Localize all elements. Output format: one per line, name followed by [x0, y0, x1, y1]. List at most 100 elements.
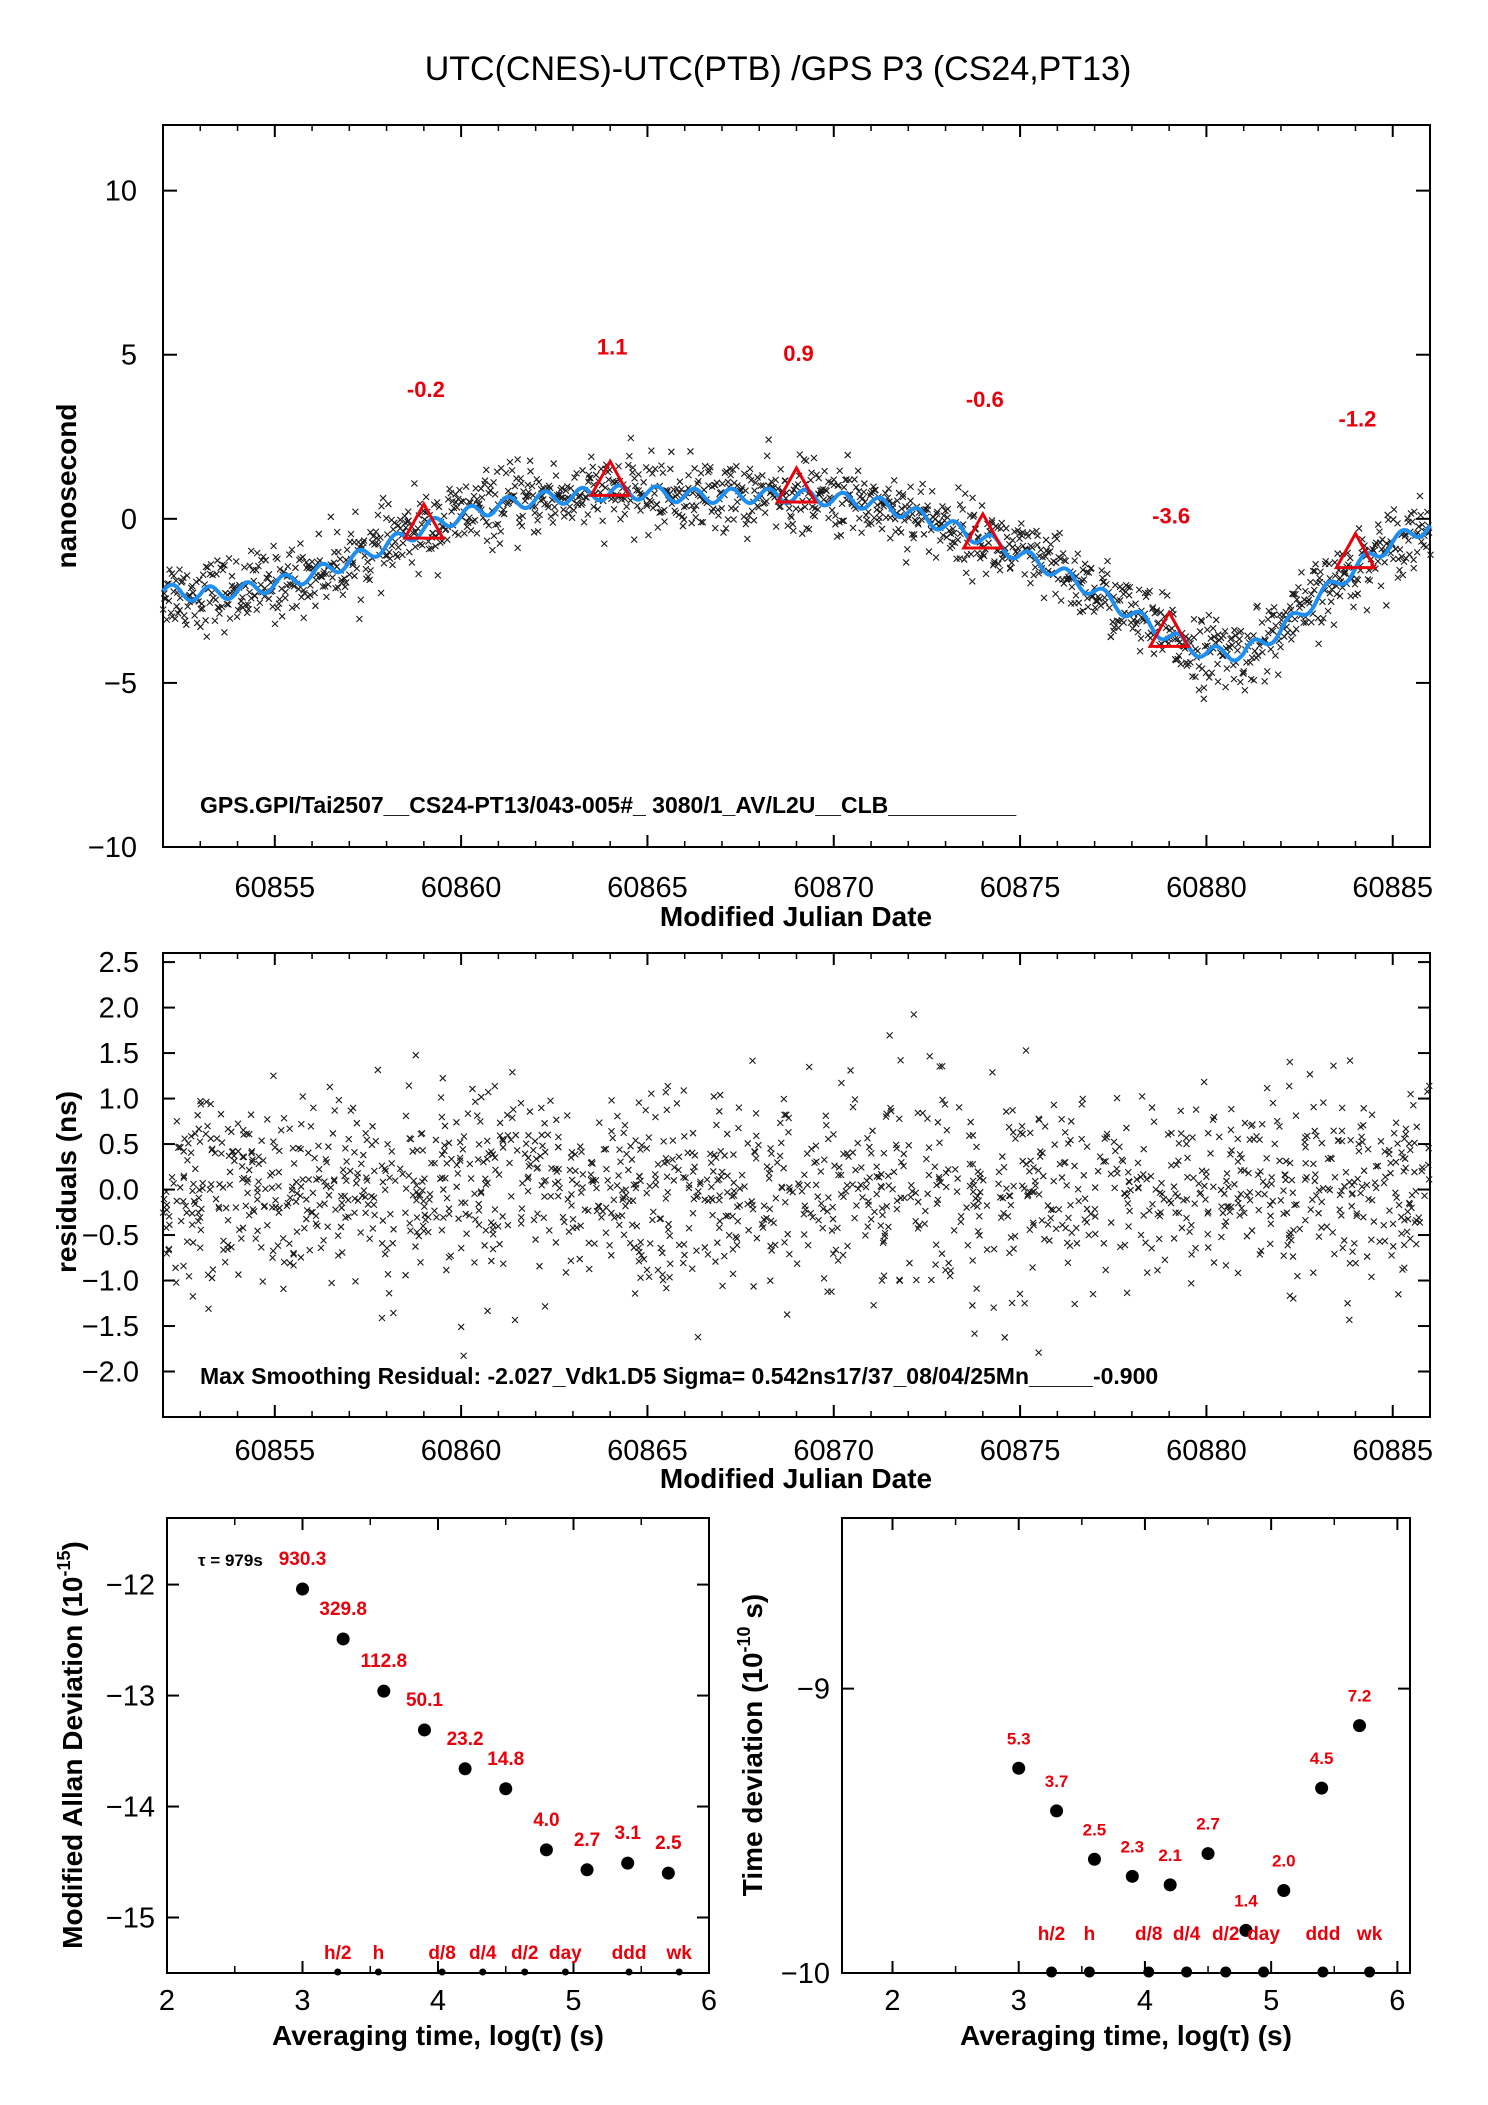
residuals-data-point — [364, 1201, 372, 1208]
main-data-point — [1364, 576, 1372, 583]
residuals-data-point — [413, 1196, 420, 1204]
residuals-data-point — [755, 1141, 762, 1149]
main-data-point — [1319, 598, 1326, 606]
residuals-data-point — [938, 1250, 946, 1258]
residuals-data-point — [1183, 1195, 1191, 1203]
residuals-data-point — [491, 1082, 499, 1090]
residuals-data-point — [1423, 1088, 1431, 1096]
residuals-data-point — [249, 1206, 257, 1213]
residuals-data-point — [669, 1137, 677, 1144]
main-data-point — [251, 592, 259, 599]
residuals-data-point — [292, 1198, 300, 1206]
main-data-point — [699, 518, 707, 526]
residuals-data-point — [455, 1215, 462, 1223]
main-data-point — [863, 516, 871, 524]
residuals-data-point — [1026, 1188, 1033, 1196]
main-data-point — [875, 514, 883, 522]
main-data-point — [611, 496, 619, 504]
residuals-data-point — [925, 1171, 933, 1179]
tdev-x-tick-label: 2 — [884, 1985, 900, 2017]
residuals-data-point — [976, 1188, 984, 1196]
residuals-data-point — [189, 1293, 197, 1300]
residuals-data-point — [932, 1241, 940, 1249]
residuals-data-point — [1425, 1144, 1433, 1152]
residuals-data-point — [453, 1118, 460, 1126]
residuals-data-point — [317, 1244, 325, 1252]
residuals-data-point — [811, 1159, 818, 1167]
residuals-data-point — [883, 1202, 891, 1210]
residuals-y-tick-label: 1.5 — [99, 1038, 139, 1070]
residuals-data-point — [457, 1244, 465, 1252]
main-data-point — [1298, 568, 1305, 576]
residuals-data-point — [730, 1179, 738, 1187]
main-data-point — [1274, 671, 1282, 678]
residuals-data-point — [165, 1212, 173, 1220]
tdev-data-point — [1353, 1719, 1367, 1733]
main-data-point — [1300, 619, 1308, 627]
residuals-data-point — [361, 1193, 369, 1201]
residuals-data-point — [823, 1208, 831, 1215]
residuals-data-point — [286, 1125, 294, 1133]
residuals-data-point — [346, 1167, 354, 1175]
main-data-point — [568, 514, 576, 522]
main-data-point — [1104, 557, 1111, 565]
main-data-point — [255, 562, 262, 570]
main-data-point — [191, 611, 199, 619]
residuals-data-point — [275, 1209, 283, 1216]
main-data-point — [932, 554, 940, 561]
main-x-tick-label: 60855 — [234, 872, 315, 904]
residuals-data-point — [842, 1187, 850, 1195]
main-data-point — [1318, 618, 1325, 626]
main-data-point — [757, 482, 765, 490]
residuals-data-point — [879, 1239, 887, 1247]
residuals-data-point — [295, 1144, 302, 1152]
residuals-data-point — [851, 1096, 859, 1103]
main-data-point — [976, 554, 984, 562]
residuals-data-point — [1189, 1134, 1196, 1141]
main-data-point — [687, 448, 694, 455]
main-data-point — [624, 461, 632, 469]
residuals-data-point — [974, 1227, 982, 1235]
residuals-data-point — [1071, 1300, 1079, 1308]
residuals-data-point — [828, 1227, 836, 1234]
main-data-point — [527, 467, 534, 475]
main-data-point — [1002, 524, 1010, 532]
residuals-data-point — [222, 1204, 230, 1212]
residuals-data-point — [1170, 1235, 1178, 1242]
main-axis-ticks: 60855 60860 60865 60870 60875 60880 60885−10−5… — [88, 125, 1433, 904]
main-data-point — [1407, 510, 1415, 517]
residuals-data-point — [1315, 1186, 1323, 1194]
residuals-data-point — [1394, 1140, 1401, 1147]
residuals-data-point — [844, 1242, 851, 1250]
residuals-data-point — [1280, 1187, 1287, 1195]
residuals-data-point — [585, 1239, 593, 1247]
residuals-data-point — [625, 1197, 633, 1205]
tdev-interval-label: ddd — [1305, 1924, 1340, 1945]
residuals-data-point — [610, 1196, 618, 1204]
residuals-data-point — [1368, 1196, 1376, 1204]
residuals-data-point — [953, 1188, 961, 1196]
residuals-data-point — [1035, 1115, 1043, 1123]
main-data-point — [814, 506, 822, 513]
residuals-data-point — [1421, 1192, 1428, 1200]
residuals-data-point — [1355, 1147, 1363, 1155]
residuals-data-point — [1236, 1150, 1244, 1158]
main-x-tick-label: 60875 — [980, 872, 1061, 904]
residuals-data-point — [1050, 1101, 1058, 1109]
residuals-data-point — [780, 1164, 788, 1172]
residuals-data-point — [517, 1099, 525, 1107]
residuals-data-point — [632, 1181, 640, 1188]
tdev-interval-dot — [1258, 1966, 1270, 1978]
residuals-data-point — [701, 1244, 709, 1251]
residuals-data-point — [722, 1212, 730, 1220]
residuals-data-point — [1411, 1168, 1418, 1176]
residuals-data-point — [431, 1159, 439, 1167]
main-data-point — [852, 483, 860, 491]
residuals-data-point — [922, 1155, 930, 1163]
main-data-point — [581, 493, 589, 501]
main-data-point — [785, 504, 793, 512]
main-data-point — [997, 525, 1005, 533]
residuals-data-point — [1289, 1253, 1297, 1260]
main-data-point — [478, 494, 486, 501]
